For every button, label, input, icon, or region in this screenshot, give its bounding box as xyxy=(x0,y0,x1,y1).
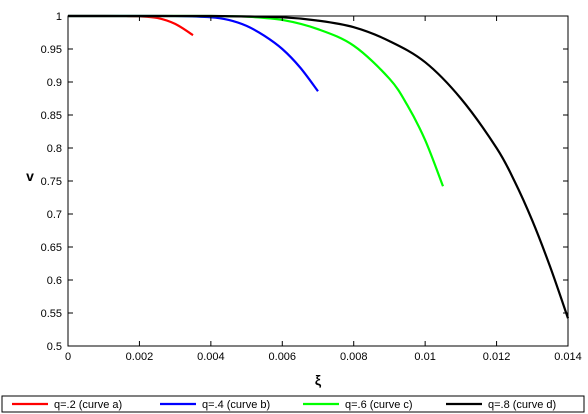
legend-label-2: q=.4 (curve b) xyxy=(202,399,270,411)
legend-box xyxy=(1,395,585,413)
y-tick-label: 0.65 xyxy=(41,242,62,254)
x-tick-label: 0.01 xyxy=(414,351,435,363)
axes-layer: 0 0.002 0.004 0.006 0.008 0.01 0.012 0.014 0.5 0.… xyxy=(41,11,582,363)
y-tick-label: 0.95 xyxy=(41,44,62,56)
y-tick-label: 0.8 xyxy=(47,143,62,155)
x-tick-label: 0 xyxy=(65,351,71,363)
legend-label-4: q=.8 (curve d) xyxy=(488,399,556,411)
x-tick-label: 0.012 xyxy=(483,351,511,363)
y-tick-label: 1 xyxy=(56,11,62,23)
y-tick-label: 0.6 xyxy=(47,275,62,287)
y-tick-label: 0.9 xyxy=(47,77,62,89)
y-tick-label: 0.85 xyxy=(41,110,62,122)
x-tick-label: 0.008 xyxy=(340,351,368,363)
y-axis-label: v xyxy=(26,168,34,184)
y-tick-label: 0.55 xyxy=(41,308,62,320)
plot-area xyxy=(68,16,568,346)
x-tick-label: 0.006 xyxy=(269,351,297,363)
x-tick-label: 0.002 xyxy=(126,351,154,363)
legend-label-1: q=.2 (curve a) xyxy=(54,399,122,411)
x-tick-label: 0.014 xyxy=(554,351,582,363)
x-tick-label: 0.004 xyxy=(197,351,225,363)
y-tick-label: 0.5 xyxy=(47,341,62,353)
y-tick-label: 0.75 xyxy=(41,176,62,188)
legend: q=.2 (curve a) q=.4 (curve b) q=.6 (curve … xyxy=(1,395,585,413)
x-axis-label: ξ xyxy=(315,372,322,388)
legend-label-3: q=.6 (curve c) xyxy=(345,399,413,411)
y-tick-label: 0.7 xyxy=(47,209,62,221)
